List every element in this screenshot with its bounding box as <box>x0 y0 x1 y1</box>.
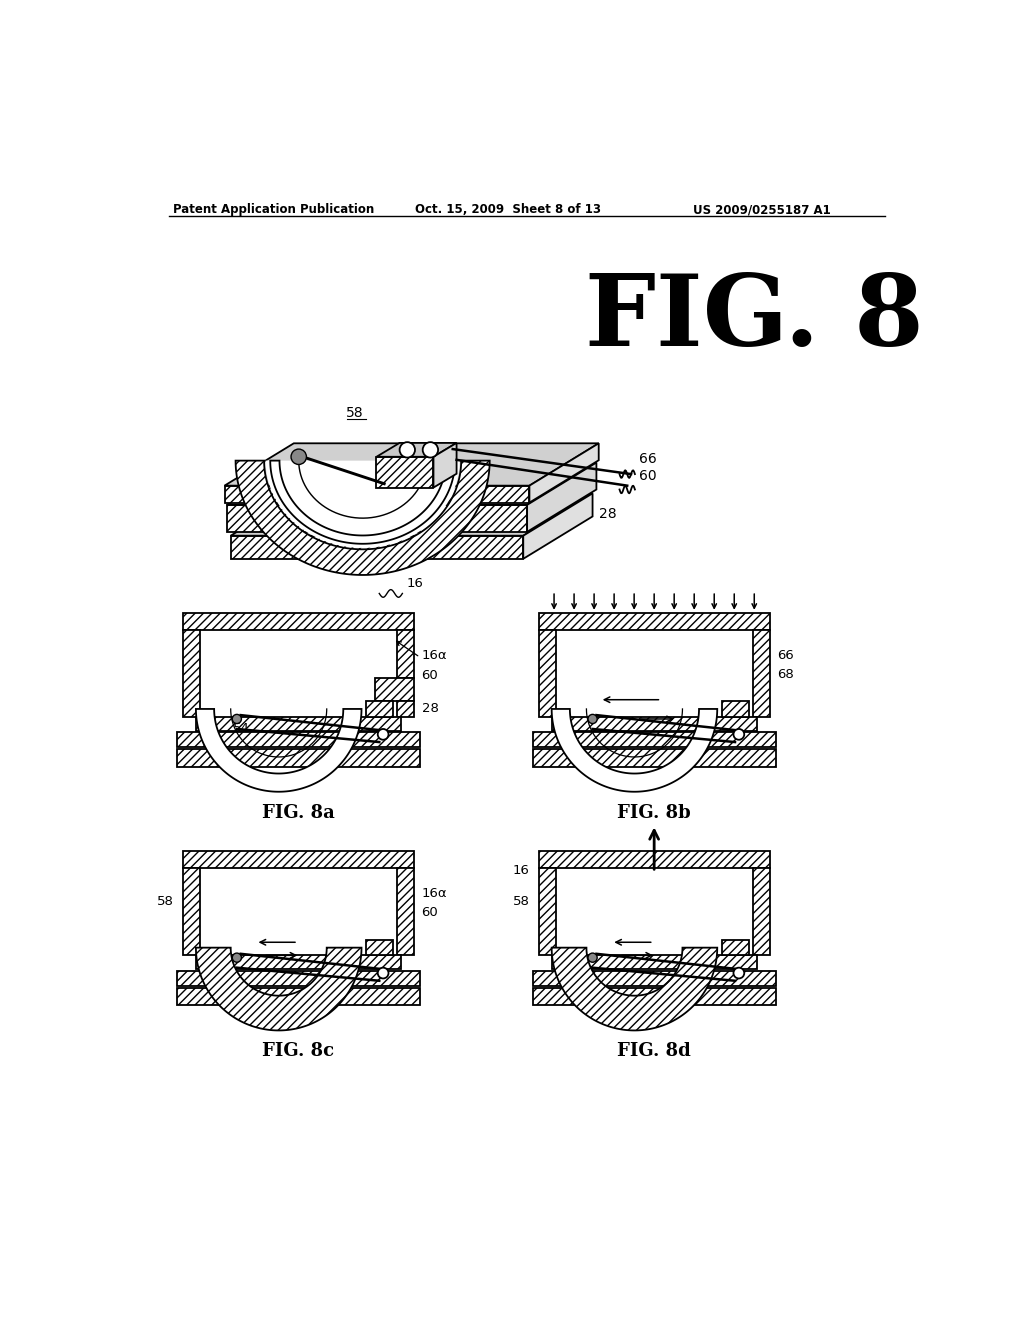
Circle shape <box>291 449 306 465</box>
Circle shape <box>423 442 438 458</box>
Polygon shape <box>722 701 749 717</box>
Text: 64: 64 <box>386 461 403 475</box>
Polygon shape <box>539 630 556 717</box>
Polygon shape <box>552 717 757 730</box>
Text: 16: 16 <box>513 865 529 878</box>
Text: FIG. 8c: FIG. 8c <box>262 1043 335 1060</box>
Polygon shape <box>226 506 527 532</box>
Polygon shape <box>367 701 393 717</box>
Polygon shape <box>196 956 400 969</box>
Polygon shape <box>397 869 414 956</box>
Polygon shape <box>722 940 749 956</box>
Circle shape <box>232 714 242 723</box>
Polygon shape <box>539 612 770 630</box>
Text: Patent Application Publication: Patent Application Publication <box>173 203 374 216</box>
Circle shape <box>733 968 744 978</box>
Polygon shape <box>196 948 361 1031</box>
Text: 58: 58 <box>346 407 364 420</box>
Polygon shape <box>753 630 770 717</box>
Text: FIG. 8b: FIG. 8b <box>617 804 691 821</box>
Polygon shape <box>532 733 776 747</box>
Circle shape <box>399 442 415 458</box>
Polygon shape <box>532 987 776 1006</box>
Text: US 2009/0255187 A1: US 2009/0255187 A1 <box>692 203 830 216</box>
Polygon shape <box>196 709 361 792</box>
Polygon shape <box>376 678 414 701</box>
Polygon shape <box>226 462 596 506</box>
Polygon shape <box>177 748 420 767</box>
Text: 66: 66 <box>639 451 656 466</box>
Text: 60: 60 <box>422 907 438 920</box>
Polygon shape <box>183 869 200 956</box>
Polygon shape <box>177 733 420 747</box>
Text: FIG. 8d: FIG. 8d <box>617 1043 691 1060</box>
Polygon shape <box>529 444 599 503</box>
Polygon shape <box>397 701 414 717</box>
Text: 68: 68 <box>777 668 794 681</box>
Polygon shape <box>230 536 523 558</box>
Text: 54: 54 <box>232 722 250 735</box>
Polygon shape <box>183 851 414 869</box>
Polygon shape <box>224 444 599 486</box>
Polygon shape <box>270 461 455 544</box>
Circle shape <box>378 729 388 739</box>
Polygon shape <box>552 948 717 1031</box>
Polygon shape <box>230 494 593 536</box>
Text: 16α: 16α <box>422 887 447 900</box>
Polygon shape <box>177 987 420 1006</box>
Circle shape <box>588 953 597 962</box>
Text: 68: 68 <box>371 496 388 510</box>
Text: 28: 28 <box>422 702 438 715</box>
Text: 54: 54 <box>301 473 318 487</box>
Polygon shape <box>539 851 770 869</box>
Text: 16α: 16α <box>422 648 447 661</box>
Polygon shape <box>183 630 200 717</box>
Polygon shape <box>177 970 420 986</box>
Polygon shape <box>264 461 461 548</box>
Polygon shape <box>532 748 776 767</box>
Text: 58: 58 <box>157 895 174 908</box>
Text: 28: 28 <box>599 507 616 521</box>
Polygon shape <box>433 444 457 487</box>
Polygon shape <box>183 612 414 630</box>
Polygon shape <box>753 869 770 956</box>
Text: 16: 16 <box>407 577 423 590</box>
Circle shape <box>378 968 388 978</box>
Text: Oct. 15, 2009  Sheet 8 of 13: Oct. 15, 2009 Sheet 8 of 13 <box>416 203 601 216</box>
Text: 66: 66 <box>777 648 794 661</box>
Polygon shape <box>224 486 529 503</box>
Polygon shape <box>196 717 400 730</box>
Polygon shape <box>527 462 596 532</box>
Polygon shape <box>377 457 433 487</box>
Text: 58: 58 <box>513 895 529 908</box>
Text: 60: 60 <box>639 469 656 483</box>
Text: FIG. 8: FIG. 8 <box>585 271 924 367</box>
Text: FIG. 8a: FIG. 8a <box>262 804 335 821</box>
Circle shape <box>588 714 597 723</box>
Circle shape <box>733 729 744 739</box>
Polygon shape <box>367 940 393 956</box>
Polygon shape <box>552 956 757 969</box>
Polygon shape <box>523 494 593 558</box>
Text: 60: 60 <box>422 669 438 682</box>
Polygon shape <box>532 970 776 986</box>
Polygon shape <box>539 869 556 956</box>
Polygon shape <box>552 709 717 792</box>
Polygon shape <box>397 630 414 678</box>
Circle shape <box>232 953 242 962</box>
Polygon shape <box>377 444 457 457</box>
Polygon shape <box>236 461 489 576</box>
